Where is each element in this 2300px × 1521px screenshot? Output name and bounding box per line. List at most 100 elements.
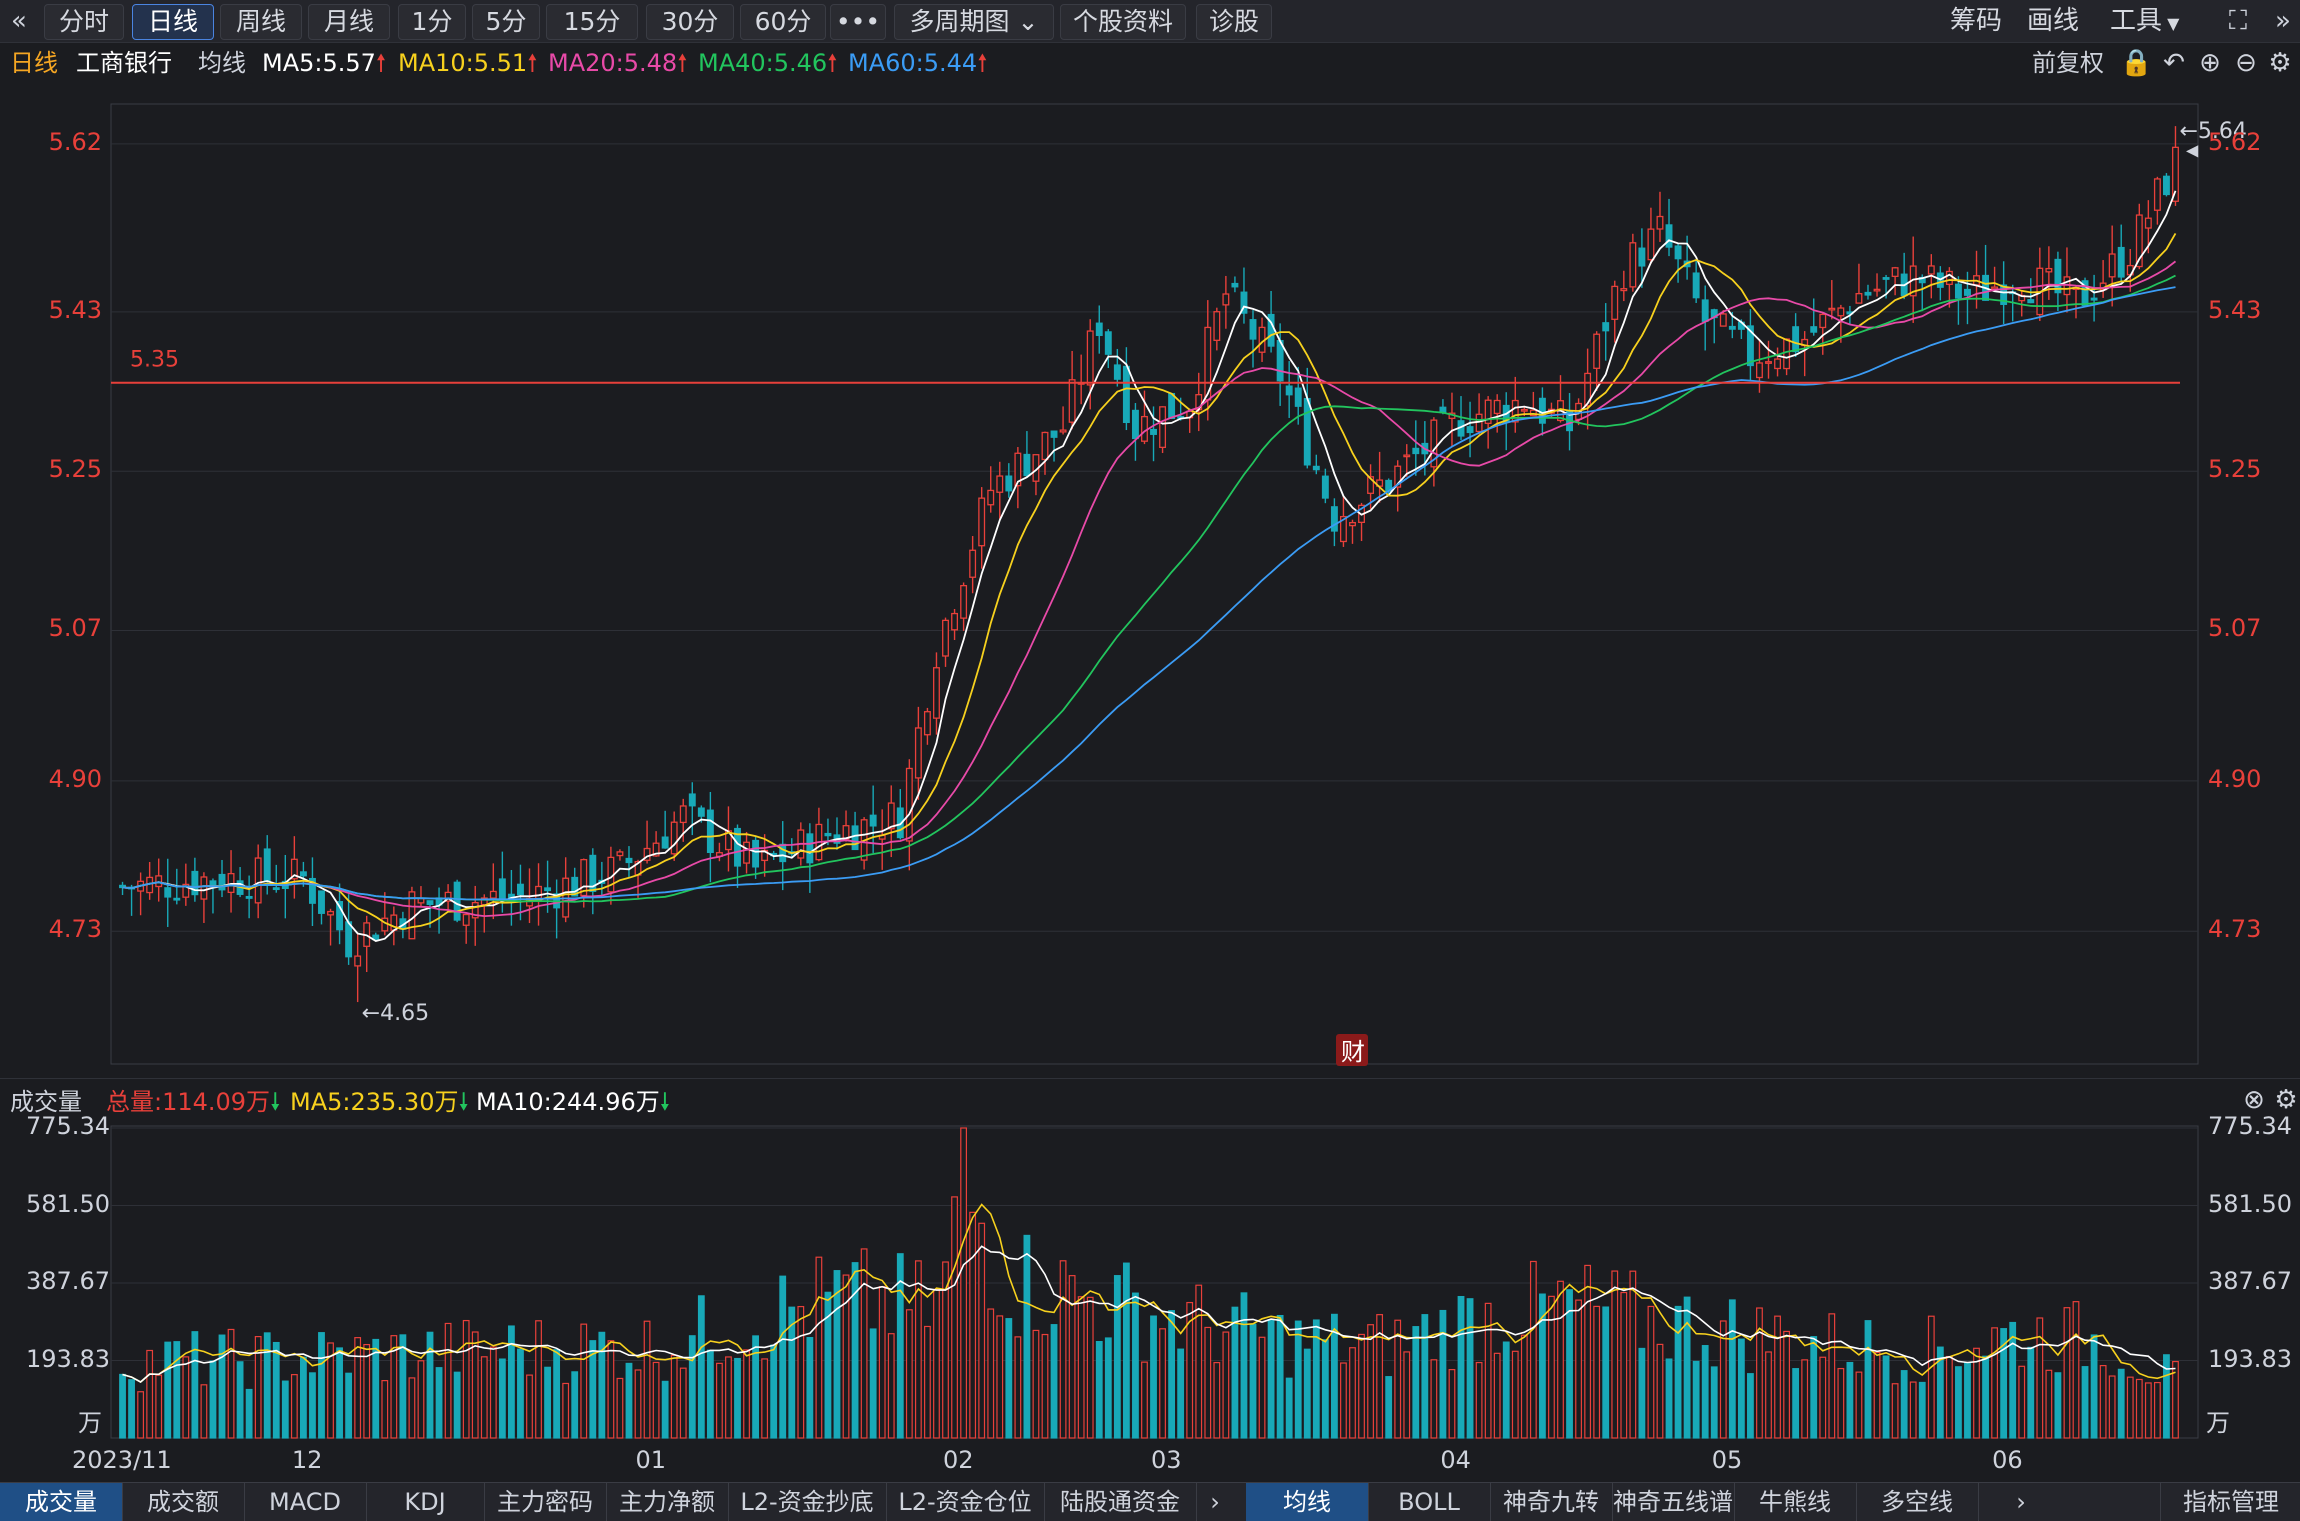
draw-line-button[interactable]: 画线 (2027, 6, 2080, 36)
high-price-label: ←5.64 (2179, 119, 2246, 144)
volume-bar (1792, 1368, 1800, 1439)
candle-body (1321, 475, 1329, 499)
period-button-0[interactable]: 分时 (44, 4, 124, 40)
period-button-2[interactable]: 周线 (220, 4, 302, 40)
price-chart[interactable]: 5.35 ←5.64 ←4.65 财 ◀ (0, 84, 2300, 1084)
volume-bar (1032, 1329, 1040, 1439)
indicator-tab-7[interactable]: L2-资金仓位 (886, 1483, 1045, 1521)
volume-axis-label-right: 387.67 (2208, 1267, 2292, 1295)
volume-bar (1122, 1262, 1130, 1439)
tabs-left-more-icon[interactable]: › (1210, 1488, 1220, 1516)
candle-body (1927, 265, 1935, 275)
fullscreen-icon[interactable]: ⛶ (2228, 6, 2248, 36)
indicator-tab-5[interactable]: 主力净额 (606, 1483, 729, 1521)
volume-bar (1340, 1362, 1347, 1439)
volume-bar (236, 1361, 244, 1439)
indicator-tab-1[interactable]: 成交额 (122, 1483, 245, 1521)
double-chevron-left-icon[interactable]: « (11, 6, 27, 36)
tools-menu[interactable]: 工具 ▼ (2110, 4, 2179, 38)
candle-body (1222, 293, 1230, 306)
candle-body (426, 900, 434, 905)
chips-button[interactable]: 筹码 (1950, 6, 2003, 36)
candle-body (209, 880, 217, 886)
indicator-tab-6[interactable]: L2-资金抄底 (728, 1483, 887, 1521)
volume-ma5-line (122, 1203, 2176, 1383)
volume-bar (508, 1325, 515, 1439)
low-price-label: ←4.65 (362, 1001, 429, 1026)
overlay-tab-1[interactable]: BOLL (1368, 1483, 1491, 1521)
indicator-tab-4[interactable]: 主力密码 (484, 1483, 607, 1521)
overlay-tab-3[interactable]: 神奇五线谱 (1612, 1483, 1735, 1521)
candle-body (2172, 146, 2179, 202)
indicator-tab-2[interactable]: MACD (244, 1483, 367, 1521)
double-chevron-right-icon[interactable]: » (2275, 6, 2291, 36)
zoom-out-icon[interactable]: ⊖ (2235, 48, 2257, 78)
volume-chart[interactable] (0, 1122, 2300, 1482)
adjust-mode[interactable]: 前复权 (2032, 49, 2104, 77)
volume-bar (806, 1337, 814, 1439)
volume-bar (1023, 1234, 1031, 1439)
volume-title: 成交量 (10, 1088, 82, 1116)
period-button-9[interactable]: ••• (830, 4, 886, 40)
period-button-5[interactable]: 5分 (472, 4, 540, 40)
volume-bar (1448, 1369, 1456, 1439)
volume-bar (770, 1344, 778, 1439)
stock-name[interactable]: 工商银行 (76, 49, 172, 77)
indicator-tab-8[interactable]: 陆股通资金 (1044, 1483, 1197, 1521)
tabs-right-more-icon[interactable]: › (2016, 1488, 2026, 1516)
ma5-value: MA5:5.57🠕 (262, 49, 387, 77)
settings-icon[interactable]: ⚙ (2268, 48, 2292, 78)
volume-bar (824, 1291, 832, 1439)
overlay-tab-0[interactable]: 均线 (1246, 1483, 1369, 1521)
period-button-3[interactable]: 月线 (308, 4, 390, 40)
volume-bar (2072, 1301, 2080, 1439)
volume-bar (1665, 1358, 1673, 1439)
volume-settings-icon[interactable]: ⚙ (2274, 1085, 2298, 1115)
volume-bar (1882, 1355, 1890, 1439)
lock-icon[interactable]: 🔒 (2120, 48, 2153, 78)
candle-body (263, 848, 271, 882)
overlay-tab-5[interactable]: 多空线 (1856, 1483, 1979, 1521)
volume-bar (779, 1275, 787, 1439)
period-button-11[interactable]: 个股资料 (1060, 4, 1186, 40)
volume-bar (598, 1331, 606, 1439)
volume-bar (417, 1360, 425, 1439)
close-icon[interactable]: ⊗ (2243, 1085, 2265, 1115)
tools-label: 工具 (2110, 6, 2163, 36)
candle-body (896, 807, 904, 839)
period-button-6[interactable]: 15分 (546, 4, 638, 40)
candle-body (933, 667, 940, 719)
volume-bar (2000, 1328, 2008, 1439)
volume-bar (1810, 1336, 1818, 1439)
volume-bar (245, 1388, 253, 1439)
candle-body (1493, 399, 1501, 415)
volume-bar (1421, 1314, 1429, 1439)
overlay-tab-4[interactable]: 牛熊线 (1734, 1483, 1857, 1521)
period-button-7[interactable]: 30分 (646, 4, 734, 40)
volume-bar (1611, 1270, 1619, 1439)
undo-icon[interactable]: ↶ (2163, 48, 2185, 78)
volume-bar (390, 1335, 398, 1439)
candle-body (2135, 214, 2143, 268)
volume-bar (1321, 1339, 1329, 1439)
candle-body (1538, 397, 1546, 424)
indicator-tab-0[interactable]: 成交量 (0, 1483, 123, 1521)
candle-body (734, 827, 741, 867)
overlay-tab-2[interactable]: 神奇九转 (1490, 1483, 1613, 1521)
period-button-8[interactable]: 60分 (740, 4, 826, 40)
volume-bar (734, 1357, 741, 1439)
period-button-1[interactable]: 日线 (132, 4, 214, 40)
candle-body (1466, 426, 1474, 434)
indicator-tab-3[interactable]: KDJ (366, 1483, 485, 1521)
period-button-12[interactable]: 诊股 (1196, 4, 1272, 40)
candle-body (200, 876, 208, 900)
ma-label[interactable]: 均线 (198, 49, 246, 77)
finance-event-marker[interactable] (1336, 1034, 1368, 1066)
period-button-4[interactable]: 1分 (398, 4, 466, 40)
period-button-10[interactable]: 多周期图 ⌄ (894, 4, 1054, 40)
volume-bar (1801, 1359, 1809, 1439)
zoom-in-icon[interactable]: ⊕ (2199, 48, 2221, 78)
price-axis-label-right: 5.07 (2208, 614, 2262, 643)
indicator-management-button[interactable]: 指标管理 (2160, 1483, 2300, 1521)
candle-body (589, 854, 597, 892)
